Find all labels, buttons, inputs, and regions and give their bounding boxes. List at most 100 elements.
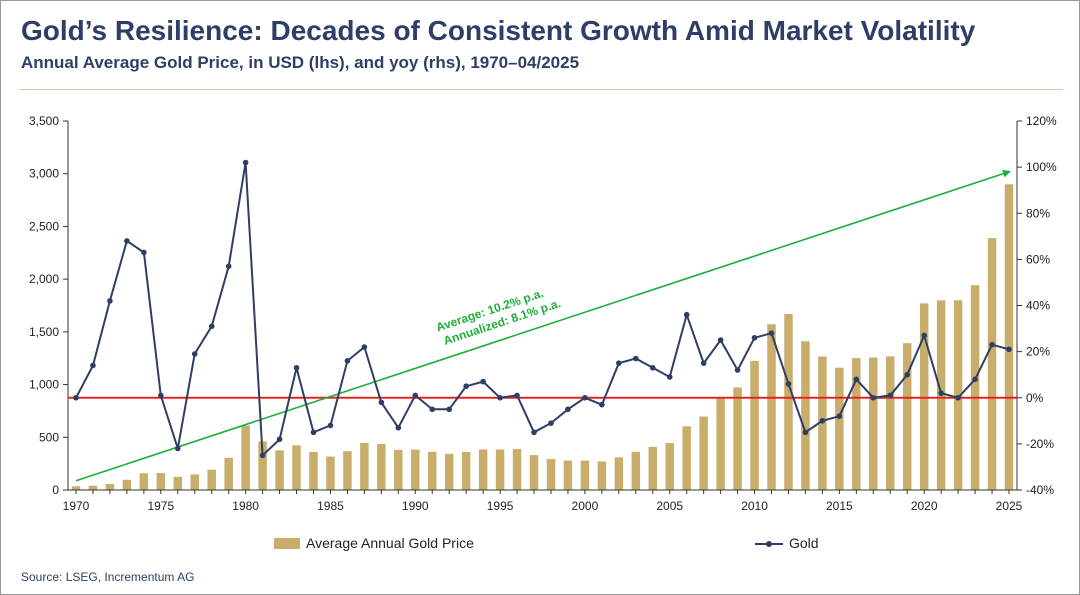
chart-subtitle: Annual Average Gold Price, in USD (lhs),… — [21, 53, 580, 72]
gold-yoy-point-1985 — [327, 422, 334, 429]
x-tick-label: 2015 — [826, 499, 853, 513]
bar-2017 — [869, 357, 878, 490]
left-tick-label: 3,500 — [29, 114, 59, 128]
gold-yoy-point-1970 — [73, 394, 79, 401]
right-tick-label: 120% — [1026, 114, 1057, 128]
x-tick-label: 1975 — [147, 499, 174, 513]
bar-1974 — [139, 473, 149, 490]
bar-1995 — [495, 449, 505, 490]
gold-yoy-point-1984 — [310, 429, 317, 436]
gold-yoy-point-2012 — [785, 381, 792, 387]
left-tick-label: 500 — [39, 430, 59, 444]
bar-2023 — [970, 285, 980, 490]
gold-yoy-point-1980 — [242, 159, 249, 166]
gold-yoy-point-2025 — [1006, 346, 1012, 353]
bar-1990 — [411, 449, 420, 490]
right-tick-label: -20% — [1026, 437, 1054, 451]
right-tick-label: 80% — [1026, 206, 1050, 220]
bar-2018 — [886, 356, 895, 490]
gold-yoy-point-1994 — [480, 378, 486, 385]
gold-yoy-point-1996 — [514, 392, 520, 399]
source-note: Source: LSEG, Incrementum AG — [21, 570, 195, 584]
gold-yoy-point-1993 — [463, 383, 469, 390]
legend-swatch-marker — [766, 541, 772, 547]
gold-yoy-point-2010 — [751, 334, 758, 341]
line-series — [68, 159, 1017, 482]
bar-2010 — [750, 360, 759, 490]
right-tick-label: -40% — [1026, 483, 1054, 497]
right-tick-label: 40% — [1026, 299, 1050, 313]
bar-series — [71, 184, 1014, 490]
x-tick-label: 2020 — [911, 499, 938, 513]
gold-yoy-point-2002 — [616, 360, 622, 366]
right-tick-label: 20% — [1026, 345, 1050, 359]
gold-yoy-point-1976 — [174, 445, 181, 452]
chart-annotations: Average: 10.2% p.a.Annualized: 8.1% p.a. — [434, 286, 562, 348]
gold-yoy-point-1982 — [276, 436, 283, 443]
bar-1981 — [258, 441, 267, 490]
bar-2001 — [597, 461, 607, 490]
annotation-group: Average: 10.2% p.a.Annualized: 8.1% p.a. — [434, 286, 562, 348]
bar-1994 — [478, 449, 488, 490]
gold-yoy-point-1974 — [141, 249, 147, 256]
bar-2002 — [614, 457, 624, 490]
gold-yoy-point-2020 — [921, 332, 927, 339]
chart-legend: Average Annual Gold Price Gold — [274, 535, 819, 551]
gold-yoy-point-1987 — [361, 344, 368, 350]
bar-1993 — [461, 452, 471, 490]
gold-yoy-point-2018 — [887, 392, 894, 399]
bar-1978 — [207, 469, 216, 490]
gold-yoy-point-2007 — [700, 360, 707, 366]
left-tick-label: 1,000 — [29, 378, 59, 392]
left-tick-label: 1,500 — [29, 325, 59, 339]
bar-1972 — [105, 483, 115, 490]
x-tick-label: 2010 — [741, 499, 768, 513]
gold-yoy-point-1979 — [225, 263, 232, 270]
bar-1984 — [309, 451, 318, 490]
gold-yoy-point-2005 — [666, 374, 673, 380]
gold-yoy-point-2001 — [599, 401, 605, 408]
bar-1980 — [241, 425, 250, 490]
legend-label-line: Gold — [789, 535, 819, 551]
gold-yoy-point-2015 — [836, 413, 843, 420]
bar-2004 — [648, 446, 658, 490]
gold-yoy-point-1988 — [378, 399, 385, 406]
bar-1991 — [427, 451, 437, 490]
x-tick-label: 2025 — [996, 499, 1023, 513]
x-tick-label: 1980 — [232, 499, 259, 513]
gold-yoy-point-1977 — [191, 351, 198, 357]
gold-yoy-point-2024 — [989, 341, 995, 348]
bar-1988 — [377, 443, 386, 490]
bar-1999 — [563, 460, 573, 490]
gold-yoy-point-1997 — [531, 429, 537, 436]
bar-1982 — [275, 450, 284, 490]
left-tick-label: 0 — [52, 483, 59, 497]
left-tick-label: 2,500 — [29, 219, 59, 233]
gold-yoy-point-1981 — [259, 452, 266, 459]
gold-yoy-point-2014 — [819, 418, 826, 424]
x-tick-label: 1970 — [63, 499, 90, 513]
gold-yoy-point-1989 — [395, 424, 402, 431]
x-tick-label: 1990 — [402, 499, 429, 513]
x-tick-label: 2005 — [656, 499, 683, 513]
gold-yoy-point-2021 — [938, 390, 944, 396]
bar-1976 — [173, 476, 183, 490]
bar-2020 — [919, 303, 929, 490]
right-tick-label: 100% — [1026, 160, 1057, 174]
bar-2015 — [835, 367, 844, 490]
gold-yoy-point-2022 — [955, 394, 961, 401]
bar-2019 — [902, 343, 912, 490]
bar-1970 — [71, 486, 81, 490]
gold-yoy-point-2006 — [683, 311, 690, 318]
bar-2016 — [852, 358, 861, 490]
gold-yoy-point-1991 — [429, 406, 436, 413]
bar-2011 — [767, 324, 776, 490]
bar-2000 — [580, 460, 590, 490]
trend-arrow — [75, 169, 1011, 482]
bar-1971 — [88, 485, 98, 490]
bar-1997 — [529, 455, 539, 490]
bar-1987 — [360, 442, 369, 490]
gold-yoy-line — [75, 162, 1010, 458]
